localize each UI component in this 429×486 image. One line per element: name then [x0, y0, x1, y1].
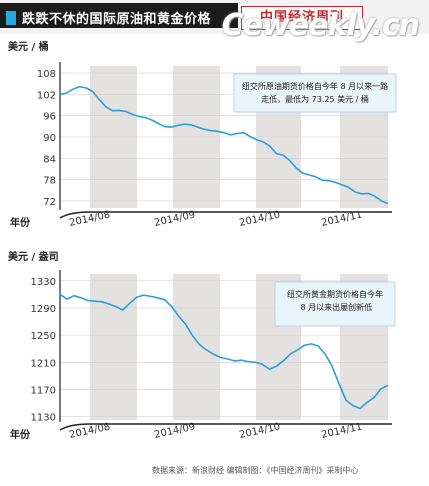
y-tick-label: 72: [43, 197, 56, 208]
y-tick-label: 108: [37, 69, 56, 80]
month-band-2014/09: [173, 274, 220, 420]
annotation-text: 纽交所黄金期货价格自今年 8 月以来出屡创新低: [287, 289, 383, 312]
publication-logo: 中国经济周刊: [241, 6, 363, 30]
y-tick-label: 1170: [31, 385, 56, 396]
month-band-2014/08: [90, 274, 137, 420]
y-tick-label: 1290: [31, 304, 56, 315]
y-tick-label: 90: [43, 133, 56, 144]
price-line: [59, 293, 389, 410]
website-logo: Ceweekly.cn: [221, 8, 420, 43]
y-tick-label: 102: [37, 90, 56, 101]
x-axis-label: 年份: [10, 428, 31, 441]
annotation-box: [233, 73, 397, 113]
x-axis-label: 年份: [10, 216, 31, 229]
source-note: 数据来源：新浪财经 编辑制图：《中国经济周刊》采制中心: [152, 466, 359, 475]
chart-title: 跌跌不休的国际原油和黄金价格: [22, 12, 212, 27]
x-axis-line: [59, 211, 392, 219]
y-tick-label: 96: [43, 112, 56, 123]
annotation-line: 纽交所原油期货价格自今年 8 月以来一路: [242, 81, 388, 91]
annotation-line: 纽交所黄金期货价格自今年: [287, 289, 383, 299]
title-bar: 跌跌不休的国际原油和黄金价格: [0, 3, 238, 28]
y-axis-label: 美元 / 桶: [8, 40, 49, 53]
y-tick-label: 1210: [31, 358, 56, 369]
y-tick-label: 78: [43, 176, 56, 187]
title-accent-mark: [6, 11, 16, 25]
y-tick-label: 1130: [31, 413, 56, 424]
price-line: [59, 85, 389, 205]
y-axis-label: 美元 / 盎司: [8, 250, 59, 263]
annotation-line: 走低，最低为 73.25 美元 / 桶: [261, 94, 369, 104]
y-tick-label: 1250: [31, 331, 56, 342]
x-axis-line: [59, 423, 392, 431]
annotation-box: [274, 281, 396, 327]
y-tick-label: 1330: [31, 277, 56, 288]
annotation-text: 纽交所原油期货价格自今年 8 月以来一路走低，最低为 73.25 美元 / 桶: [242, 81, 388, 104]
y-tick-label: 84: [43, 154, 56, 165]
annotation-line: 8 月以来出屡创新低: [298, 302, 372, 312]
